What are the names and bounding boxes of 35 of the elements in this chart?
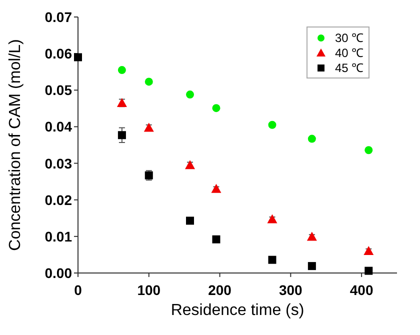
x-tick-label: 200 <box>208 282 232 298</box>
x-tick-label: 100 <box>137 282 161 298</box>
point <box>118 66 126 74</box>
y-tick-label: 0.05 <box>44 82 72 98</box>
point <box>144 78 153 86</box>
y-tick-label: 0.07 <box>44 9 72 25</box>
point <box>267 214 278 224</box>
y-tick-label: 0.06 <box>44 46 72 62</box>
y-tick-label: 0.04 <box>44 118 72 135</box>
y-tick-label: 0.03 <box>44 155 72 172</box>
point <box>268 256 276 264</box>
x-tick-label: 300 <box>278 282 303 298</box>
legend-label: 45 ℃ <box>335 61 364 75</box>
point <box>308 262 316 270</box>
y-tick-label: 0.00 <box>44 265 72 281</box>
point <box>306 232 317 241</box>
x-tick-label: 0 <box>74 282 82 298</box>
point <box>118 131 126 140</box>
y-tick-label: 0.01 <box>44 228 72 244</box>
point <box>186 216 194 225</box>
x-tick-label: 400 <box>350 282 374 298</box>
point <box>186 90 194 99</box>
x-axis-title: Residence time (s) <box>170 302 304 319</box>
point <box>212 235 220 244</box>
point <box>308 134 316 143</box>
point <box>212 104 220 112</box>
point <box>74 53 82 62</box>
legend-label: 30 ℃ <box>335 31 364 45</box>
point <box>364 146 373 154</box>
point <box>364 266 373 275</box>
y-tick-label: 0.02 <box>44 192 72 208</box>
point <box>268 120 276 129</box>
y-axis-title: Concentration of CAM (mol/L) <box>7 39 24 251</box>
point <box>211 184 222 193</box>
legend-label: 40 ℃ <box>335 46 364 60</box>
